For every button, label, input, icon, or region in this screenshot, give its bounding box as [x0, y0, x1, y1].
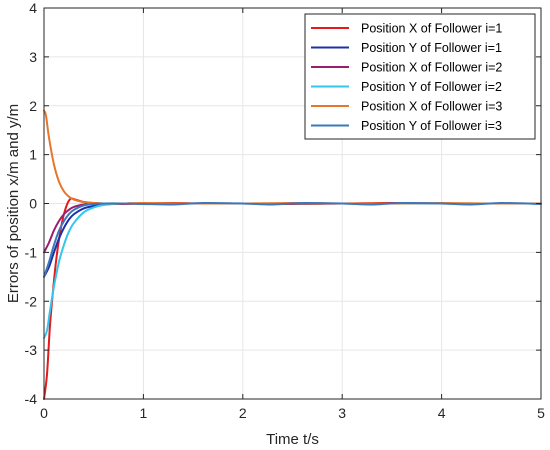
legend-entry: Position X of Follower i=1: [361, 22, 502, 36]
legend-entry: Position X of Follower i=2: [361, 61, 502, 75]
x-tick-label: 4: [438, 405, 446, 421]
y-tick-label: -2: [25, 293, 38, 309]
y-tick-label: 0: [29, 196, 37, 212]
axis-ticks: 0 1 2 3 4 5 -4 -3 -2 -1 0 1 2 3 4: [25, 0, 546, 421]
x-tick-label: 5: [537, 405, 545, 421]
legend: Position X of Follower i=1 Position Y of …: [304, 13, 536, 140]
y-tick-label: -1: [25, 244, 38, 260]
y-tick-label: 2: [29, 98, 37, 114]
y-tick-label: -3: [25, 342, 38, 358]
legend-entry: Position Y of Follower i=2: [361, 80, 502, 94]
legend-box: [304, 13, 536, 140]
series-line-6: [43, 201, 542, 278]
y-tick-label: 4: [29, 0, 37, 16]
x-tick-label: 1: [140, 405, 148, 421]
legend-entry: Position Y of Follower i=1: [361, 41, 502, 55]
y-tick-label: -4: [25, 391, 38, 407]
y-tick-label: 1: [29, 147, 37, 163]
legend-entry: Position Y of Follower i=3: [361, 119, 502, 133]
x-tick-label: 0: [40, 405, 48, 421]
x-tick-label: 2: [239, 405, 247, 421]
x-tick-label: 3: [338, 405, 346, 421]
y-tick-label: 3: [29, 49, 37, 65]
series-lines: [43, 109, 542, 400]
legend-entry: Position X of Follower i=3: [361, 100, 502, 114]
y-axis-label: Errors of position x/m and y/m: [5, 104, 22, 303]
x-axis-label: Time t/s: [266, 431, 319, 448]
